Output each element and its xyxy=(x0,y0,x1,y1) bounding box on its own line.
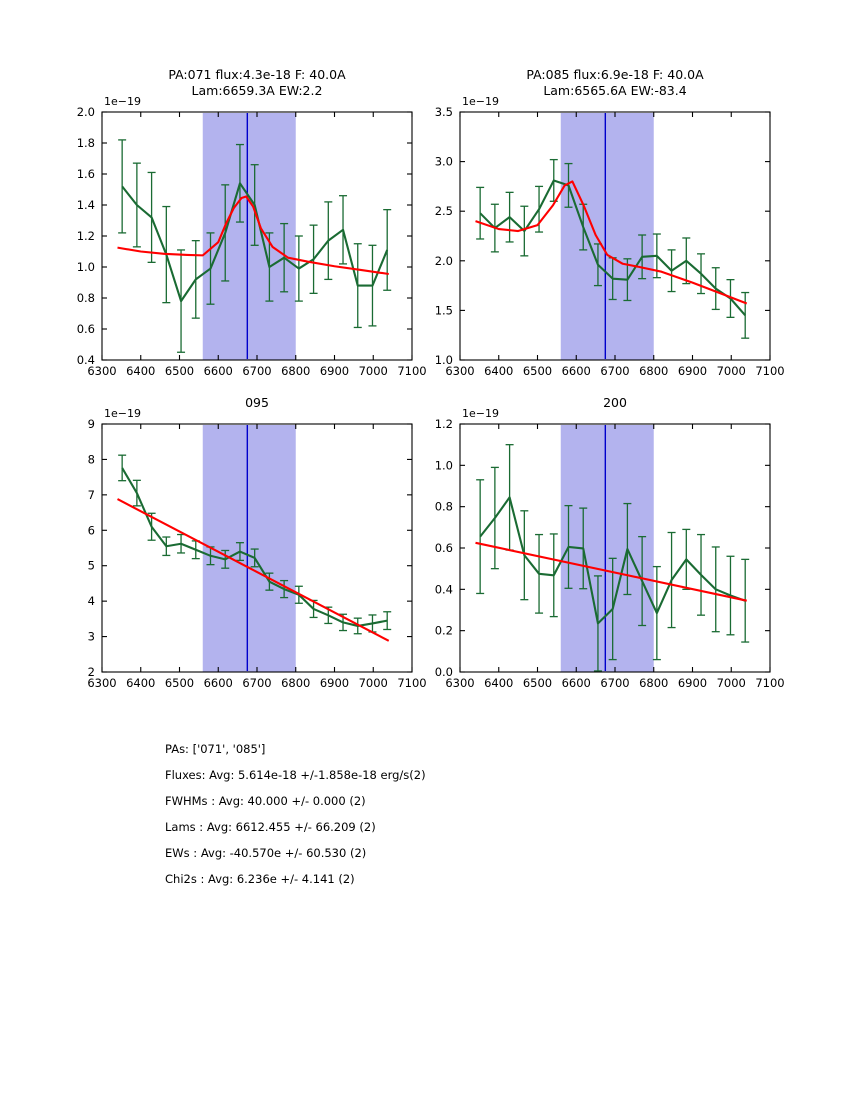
y-tick-label: 3 xyxy=(88,630,95,644)
y-tick-label: 1.0 xyxy=(77,260,95,274)
x-tick-label: 6700 xyxy=(600,364,629,378)
spectrum-data-line xyxy=(479,179,746,317)
y-tick-label: 9 xyxy=(88,417,95,431)
x-tick-label: 6600 xyxy=(562,364,591,378)
x-tick-label: 7100 xyxy=(755,676,784,690)
x-tick-label: 6900 xyxy=(320,676,349,690)
summary-line: FWHMs : Avg: 40.000 +/- 0.000 (2) xyxy=(165,794,366,808)
model-fit-line xyxy=(117,498,390,642)
summary-block: PAs: ['071', '085'] Fluxes: Avg: 5.614e-1… xyxy=(165,742,426,886)
spectrum-data-line xyxy=(121,467,388,627)
x-tick-label: 6300 xyxy=(87,676,116,690)
summary-line: Fluxes: Avg: 5.614e-18 +/-1.858e-18 erg/… xyxy=(165,768,426,782)
x-tick-label: 6400 xyxy=(484,364,513,378)
x-tick-label: 6600 xyxy=(562,676,591,690)
y-axis-offset-label: 1e−19 xyxy=(104,407,141,420)
y-tick-label: 6 xyxy=(88,523,95,537)
x-tick-label: 6800 xyxy=(281,364,310,378)
y-tick-label: 1.4 xyxy=(77,198,95,212)
x-tick-label: 7000 xyxy=(717,364,746,378)
y-tick-label: 2 xyxy=(88,665,95,679)
panel-title: PA:085 flux:6.9e-18 F: 40.0A xyxy=(526,67,704,82)
panel-071: 6300 6400 6500 6600 6700 6800 6900 7000 7100 0.4 0… xyxy=(77,67,427,378)
x-tick-label: 6900 xyxy=(320,364,349,378)
x-tick-label: 6600 xyxy=(204,676,233,690)
panel-subtitle: Lam:6565.6A EW:-83.4 xyxy=(543,83,686,98)
model-fit-line xyxy=(475,541,747,602)
y-tick-label: 1.0 xyxy=(435,353,453,367)
x-tick-label: 6500 xyxy=(523,364,552,378)
y-tick-label: 2.5 xyxy=(435,204,453,218)
x-tick-label: 6600 xyxy=(204,364,233,378)
x-tick-label: 6800 xyxy=(639,364,668,378)
panel-095: 6300 6400 6500 6600 6700 6800 6900 7000 7100 2 3 4 5… xyxy=(87,395,426,690)
y-tick-label: 5 xyxy=(88,559,95,573)
panel-title: 095 xyxy=(245,395,269,410)
model-fit-line xyxy=(117,195,389,276)
y-tick-label: 1.0 xyxy=(435,458,453,472)
x-tick-label: 6800 xyxy=(639,676,668,690)
x-tick-label: 7100 xyxy=(397,676,426,690)
y-tick-label: 3.5 xyxy=(435,105,453,119)
x-tick-label: 7100 xyxy=(755,364,784,378)
x-tick-label: 7000 xyxy=(359,364,388,378)
x-tick-label: 6300 xyxy=(87,364,116,378)
x-tick-label: 6500 xyxy=(165,676,194,690)
spectrum-data-line xyxy=(479,496,746,625)
x-tick-label: 6900 xyxy=(678,364,707,378)
x-tick-label: 6400 xyxy=(126,364,155,378)
y-tick-label: 0.4 xyxy=(77,353,95,367)
x-tick-label: 6400 xyxy=(484,676,513,690)
y-axis-offset-label: 1e−19 xyxy=(104,95,141,108)
fit-window-band xyxy=(202,425,296,672)
y-tick-label: 0.6 xyxy=(435,541,453,555)
y-tick-label: 7 xyxy=(88,488,95,502)
x-tick-label: 6500 xyxy=(523,676,552,690)
y-tick-label: 0.8 xyxy=(435,500,453,514)
y-tick-label: 1.8 xyxy=(77,136,95,150)
x-tick-label: 6300 xyxy=(445,364,474,378)
y-tick-label: 1.5 xyxy=(435,303,453,317)
y-tick-label: 1.6 xyxy=(77,167,95,181)
y-tick-label: 2.0 xyxy=(77,105,95,119)
model-fit-line xyxy=(475,180,748,305)
fit-window-band xyxy=(202,113,296,360)
x-tick-label: 6700 xyxy=(242,364,271,378)
panel-subtitle: Lam:6659.3A EW:2.2 xyxy=(192,83,323,98)
summary-line: Lams : Avg: 6612.455 +/- 66.209 (2) xyxy=(165,820,376,834)
x-tick-label: 6500 xyxy=(165,364,194,378)
y-axis-offset-label: 1e−19 xyxy=(462,407,499,420)
y-tick-label: 8 xyxy=(88,452,95,466)
summary-line: PAs: ['071', '085'] xyxy=(165,742,265,756)
summary-line: EWs : Avg: -40.570e +/- 60.530 (2) xyxy=(165,846,366,860)
x-tick-label: 6800 xyxy=(281,676,310,690)
y-tick-label: 4 xyxy=(88,594,95,608)
y-tick-label: 3.0 xyxy=(435,155,453,169)
y-axis-offset-label: 1e−19 xyxy=(462,95,499,108)
x-tick-label: 7100 xyxy=(397,364,426,378)
panel-085: 6300 6400 6500 6600 6700 6800 6900 7000 7100 1.0 1… xyxy=(435,67,785,378)
fit-window-band xyxy=(560,113,654,360)
x-tick-label: 7000 xyxy=(359,676,388,690)
x-tick-label: 6300 xyxy=(445,676,474,690)
x-tick-label: 6700 xyxy=(242,676,271,690)
y-tick-label: 0.8 xyxy=(77,291,95,305)
panel-title: 200 xyxy=(603,395,627,410)
summary-line: Chi2s : Avg: 6.236e +/- 4.141 (2) xyxy=(165,872,355,886)
y-tick-label: 0.4 xyxy=(435,582,453,596)
x-tick-label: 6900 xyxy=(678,676,707,690)
y-tick-label: 1.2 xyxy=(435,417,453,431)
y-tick-label: 0.2 xyxy=(435,624,453,638)
y-tick-label: 2.0 xyxy=(435,254,453,268)
x-tick-label: 6700 xyxy=(600,676,629,690)
x-tick-label: 6400 xyxy=(126,676,155,690)
panel-200: 6300 6400 6500 6600 6700 6800 6900 7000 7100 0.0 0… xyxy=(435,395,785,690)
panel-title: PA:071 flux:4.3e-18 F: 40.0A xyxy=(168,67,346,82)
x-tick-label: 7000 xyxy=(717,676,746,690)
y-tick-label: 1.2 xyxy=(77,229,95,243)
y-tick-label: 0.0 xyxy=(435,665,453,679)
y-tick-label: 0.6 xyxy=(77,322,95,336)
